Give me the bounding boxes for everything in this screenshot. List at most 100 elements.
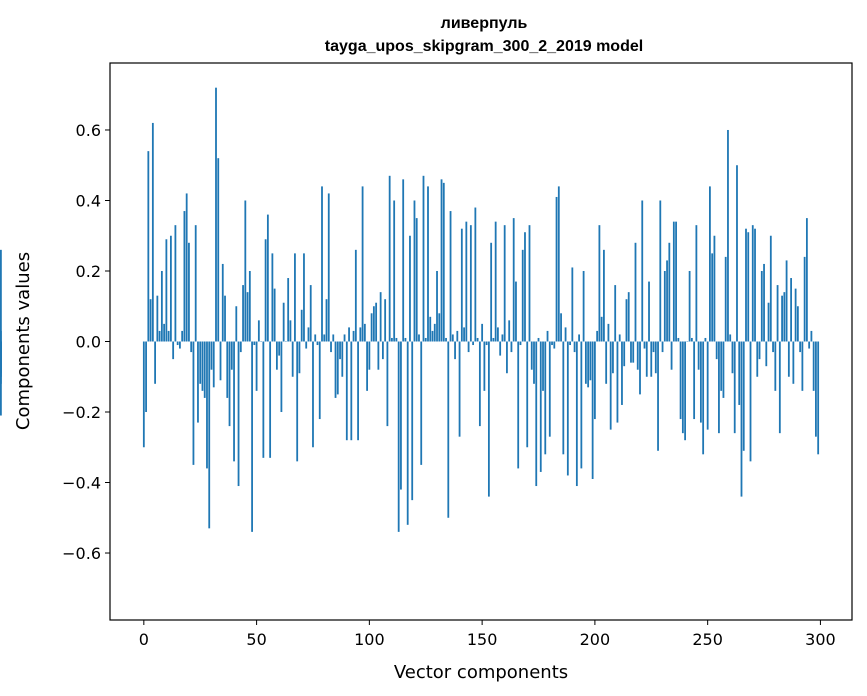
bar-183 <box>555 196 558 342</box>
bar-261 <box>731 341 734 374</box>
bar-16 <box>179 341 181 349</box>
bar-29 <box>208 341 211 529</box>
bar-142 <box>463 327 465 342</box>
bar-96 <box>359 327 362 342</box>
bar-93 <box>352 330 355 342</box>
bar-58 <box>273 288 276 342</box>
bar-199 <box>591 341 594 479</box>
bar-166 <box>517 341 520 469</box>
bar-108 <box>386 341 389 427</box>
bar-89 <box>343 334 346 342</box>
bar-2 <box>147 151 150 342</box>
bar-234 <box>670 341 673 370</box>
bar-30 <box>210 341 213 370</box>
bar-56 <box>269 341 272 458</box>
x-tick-label: 0 <box>139 630 149 649</box>
bar-204 <box>603 249 605 342</box>
bar-247 <box>699 341 702 423</box>
bar-126 <box>427 186 429 342</box>
bar-274 <box>760 270 763 342</box>
bar-174 <box>535 341 538 487</box>
bar-130 <box>436 270 438 342</box>
y-tick-label: −0.4 <box>62 474 101 493</box>
x-tick-label: 200 <box>580 630 611 649</box>
bar-122 <box>418 334 420 342</box>
bar-182 <box>553 341 556 349</box>
bar-138 <box>454 341 456 360</box>
bar-148 <box>476 337 479 342</box>
bar-135 <box>447 341 450 518</box>
y-tick-label: 0.2 <box>76 262 101 281</box>
bar-184 <box>557 186 560 342</box>
bar-101 <box>370 313 373 342</box>
bar-245 <box>695 225 698 342</box>
bar-208 <box>612 341 614 374</box>
bar-189 <box>569 341 571 346</box>
bar-88 <box>341 341 344 377</box>
bar-201 <box>596 330 599 342</box>
bar-119 <box>411 341 414 501</box>
bar-21 <box>190 341 193 353</box>
bar-276 <box>765 341 768 367</box>
bar-185 <box>560 313 562 342</box>
bar-263 <box>736 165 738 342</box>
bar-250 <box>706 341 709 430</box>
bar-149 <box>478 341 481 427</box>
bar-256 <box>720 341 723 391</box>
bar-180 <box>548 341 551 437</box>
bar-107 <box>384 299 387 342</box>
bar-158 <box>499 341 502 356</box>
bar-251 <box>709 186 711 342</box>
bar-181 <box>551 341 553 346</box>
bar-40 <box>233 341 235 462</box>
bar-213 <box>623 341 626 367</box>
bar-253 <box>713 235 716 342</box>
bar-224 <box>648 281 650 342</box>
bar-100 <box>368 341 371 370</box>
bar-50 <box>255 341 258 391</box>
bar-202 <box>598 225 601 342</box>
bar-80 <box>323 334 326 342</box>
bar-235 <box>672 221 675 342</box>
bar-41 <box>235 306 238 342</box>
bar-151 <box>483 341 486 391</box>
bar-226 <box>652 341 655 353</box>
bar-190 <box>571 267 574 342</box>
bar-278 <box>769 235 772 342</box>
bar-139 <box>456 330 459 342</box>
bar-281 <box>776 285 779 342</box>
bar-172 <box>530 341 533 370</box>
bar-284 <box>783 292 786 342</box>
bar-227 <box>654 341 657 374</box>
bar-69 <box>298 341 301 374</box>
bar-209 <box>614 285 617 342</box>
bar-270 <box>751 225 754 342</box>
bars-group <box>0 87 820 532</box>
bar-28 <box>206 341 208 469</box>
bar-192 <box>575 341 578 487</box>
bar-277 <box>767 302 770 342</box>
bar-66 <box>291 341 294 377</box>
bar-45 <box>244 200 247 342</box>
bar-175 <box>537 337 540 342</box>
bar-24 <box>197 341 199 423</box>
bar-246 <box>697 341 700 370</box>
bar-128 <box>431 330 434 342</box>
bar-62 <box>282 302 285 342</box>
bar-283 <box>781 295 783 342</box>
bar-19 <box>185 193 188 342</box>
bar-217 <box>632 341 635 363</box>
bar-242 <box>688 270 691 342</box>
bar-141 <box>460 228 463 342</box>
bar-55 <box>266 214 269 342</box>
bar-14 <box>174 225 177 342</box>
bar-230 <box>661 341 664 353</box>
bar-165 <box>515 281 517 342</box>
bar-17 <box>181 330 184 342</box>
bar-144 <box>467 341 470 353</box>
bar-1 <box>145 341 147 413</box>
bar-61 <box>280 341 283 413</box>
bar-232 <box>666 260 668 342</box>
bar-134 <box>445 337 447 342</box>
bar-188 <box>566 341 569 476</box>
